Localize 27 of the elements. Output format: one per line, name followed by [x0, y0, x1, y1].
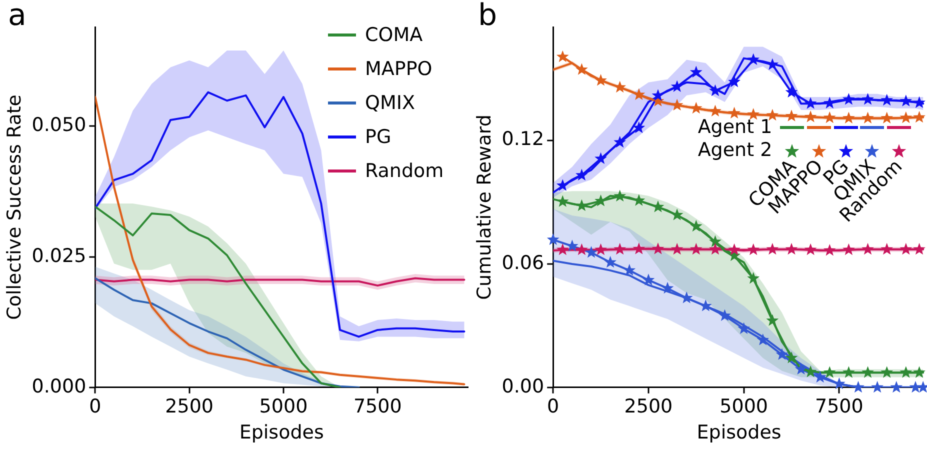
annotation: Agent 2 [696, 138, 772, 161]
x-tick-label: 5000 [259, 396, 308, 418]
x-tick-label: 0 [89, 396, 102, 418]
y-tick-label: 0.000 [32, 375, 86, 398]
y-axis-title: Cumulative Reward [473, 114, 496, 300]
legend-label: MAPPO [365, 58, 432, 80]
legend-label: QMIX [365, 92, 415, 114]
y-tick-label: 0.06 [502, 252, 544, 274]
x-tick-label: 2500 [165, 396, 214, 418]
x-axis-title: Episodes [239, 422, 324, 444]
chart-title: a [8, 0, 26, 33]
legend-label: PG [365, 126, 392, 148]
x-tick-label: 7500 [815, 396, 864, 418]
y-tick-label: 0.00 [502, 375, 544, 398]
annotation: Agent 1 [696, 116, 772, 138]
x-tick-label: 7500 [353, 396, 402, 418]
x-tick-label: 5000 [720, 396, 768, 418]
y-tick-label: 0.025 [32, 244, 86, 267]
x-tick-label: 2500 [624, 396, 673, 418]
x-axis-title: Episodes [696, 422, 782, 444]
chart-title: b [478, 0, 498, 33]
legend-label: COMA [365, 24, 423, 46]
y-tick-label: 0.050 [32, 114, 86, 136]
legend-label: Random [365, 160, 444, 182]
y-tick-label: 0.12 [502, 128, 544, 150]
y-axis-title: Collective Success Rate [3, 94, 26, 320]
x-tick-label: 0 [547, 396, 560, 418]
